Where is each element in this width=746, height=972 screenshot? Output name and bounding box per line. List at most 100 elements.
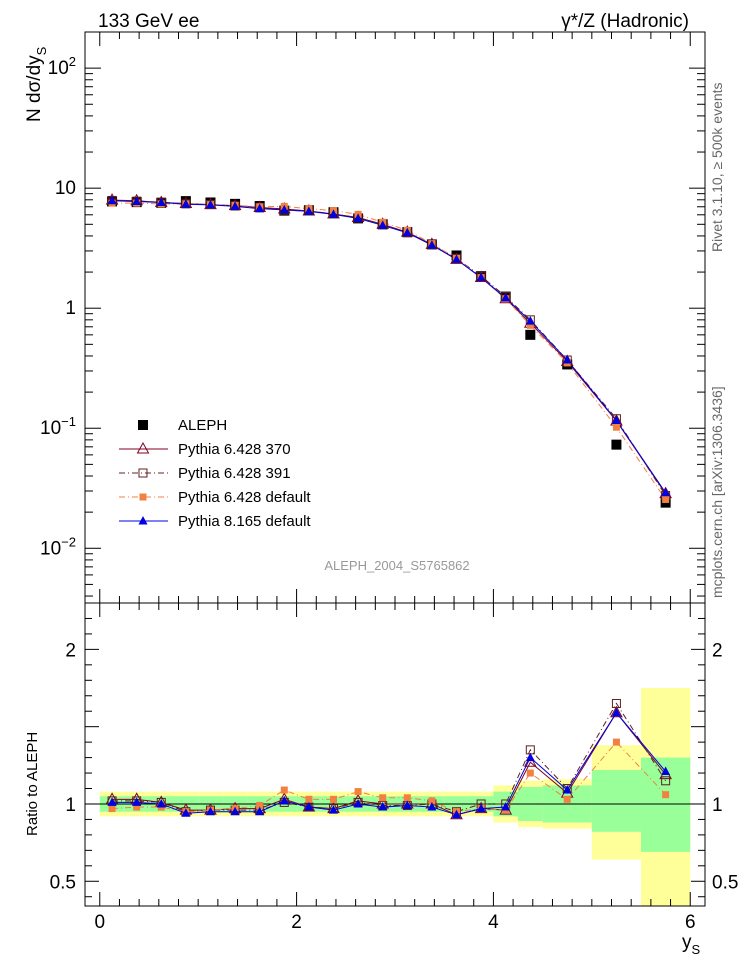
- data-point-pythia-8-165-default: [525, 316, 535, 325]
- legend-label-pythia-6-428-391: Pythia 6.428 391: [178, 465, 291, 482]
- y-tick-base: 10: [40, 538, 61, 559]
- main-y-axis-label: N dσ/dyS: [24, 46, 49, 122]
- ratio-plot-area: 0 2 4 6 0.5 0.5 1 1 2 2: [50, 602, 738, 933]
- data-point-pythia-8-165-default: [328, 209, 338, 218]
- ratio-y-tick-label: 0.5: [712, 872, 738, 893]
- ratio-point-pythia-8-165-default: [562, 785, 572, 794]
- data-point-pythia-8-165-default: [132, 196, 142, 205]
- legend-label-pythia-6-428-370: Pythia 6.428 370: [178, 441, 291, 458]
- x-axis-label: yS: [682, 932, 701, 957]
- ratio-point-pythia-6-428-default: [403, 794, 411, 802]
- x-axis-label-sub: S: [692, 942, 701, 957]
- ratio-point-pythia-6-428-370: [523, 755, 537, 767]
- ratio-point-pythia-8-165-default: [132, 797, 142, 806]
- ratio-y-tick-label: 2: [712, 640, 723, 661]
- ratio-point-pythia-8-165-default: [328, 805, 338, 814]
- ratio-point-pythia-8-165-default: [353, 798, 363, 808]
- header-process-label: γ*/Z (Hadronic): [561, 11, 689, 32]
- ratio-point-pythia-6-428-default: [662, 791, 670, 799]
- data-point-pythia-8-165-default: [452, 254, 462, 263]
- legend-label-pythia-6-428-default: Pythia 6.428 default: [178, 489, 311, 506]
- data-point-pythia-6-428-default: [662, 495, 670, 503]
- data-point-pythia-8-165-default: [230, 201, 240, 210]
- ratio-point-pythia-8-165-default: [452, 809, 462, 819]
- ratio-point-pythia-8-165-default: [279, 795, 289, 805]
- legend-marker-aleph: [138, 420, 148, 430]
- data-point-pythia-8-165-default: [255, 203, 265, 213]
- ratio-point-pythia-8-165-default: [501, 802, 511, 811]
- y-tick-exponent: 2: [69, 54, 76, 69]
- ratio-point-pythia-6-428-default: [612, 738, 620, 746]
- ratio-point-pythia-8-165-default: [427, 802, 437, 811]
- ratio-y-tick-label: 0.5: [50, 872, 76, 893]
- x-tick-label: 4: [488, 912, 499, 933]
- legend-label-aleph: ALEPH: [178, 417, 227, 434]
- data-point-pythia-8-165-default: [562, 355, 572, 364]
- y-tick-base: 10: [48, 58, 69, 79]
- x-tick-label: 2: [291, 912, 302, 933]
- ratio-point-pythia-8-165-default: [476, 803, 486, 813]
- ratio-y-axis-label: Ratio to ALEPH: [24, 732, 41, 836]
- x-tick-label: 0: [94, 912, 105, 933]
- data-point-pythia-8-165-default: [402, 227, 412, 237]
- ratio-point-pythia-6-428-default: [108, 805, 116, 813]
- data-point-pythia-8-165-default: [427, 240, 437, 249]
- ratio-point-pythia-6-428-default: [428, 797, 436, 805]
- data-point-pythia-8-165-default: [661, 487, 671, 497]
- legend-marker-pythia-8-165-default: [138, 516, 148, 525]
- ratio-point-pythia-8-165-default: [304, 802, 314, 811]
- ratio-point-pythia-6-428-370: [610, 705, 623, 718]
- data-point-pythia-8-165-default: [156, 197, 166, 206]
- ratio-point-pythia-6-428-default: [305, 795, 313, 803]
- ratio-point-pythia-8-165-default: [230, 806, 240, 816]
- ratio-stat-band: [591, 769, 642, 832]
- ratio-point-pythia-8-165-default: [107, 797, 117, 806]
- data-point-pythia-8-165-default: [181, 199, 191, 208]
- ratio-point-pythia-6-428-default: [354, 788, 362, 796]
- y-tick-label: 10−1: [40, 414, 76, 439]
- y-tick-label: 10: [55, 178, 76, 199]
- ratio-point-pythia-8-165-default: [611, 707, 621, 717]
- header-energy-label: 133 GeV ee: [98, 11, 199, 32]
- ratio-point-pythia-6-428-default: [379, 794, 387, 802]
- ratio-point-pythia-6-428-default: [256, 802, 264, 810]
- y-tick-base: 10: [55, 178, 76, 199]
- data-point-pythia-8-165-default: [304, 206, 314, 215]
- data-point-pythia-8-165-default: [279, 204, 289, 214]
- data-point-pythia-8-165-default: [353, 213, 363, 222]
- ratio-point-pythia-6-428-default: [133, 803, 141, 811]
- ratio-point-pythia-8-165-default: [661, 766, 671, 776]
- data-point-aleph: [525, 329, 536, 340]
- x-tick-label: 6: [685, 912, 696, 933]
- data-point-pythia-8-165-default: [107, 195, 117, 205]
- data-point-pythia-6-428-default: [612, 423, 620, 431]
- y-tick-exponent: −2: [61, 534, 76, 549]
- ratio-point-pythia-6-428-391: [661, 776, 671, 786]
- y-tick-label: 102: [48, 54, 76, 79]
- mcplots-credit-label: mcplots.cern.ch [arXiv:1306.3436]: [709, 386, 725, 598]
- ratio-point-pythia-8-165-default: [181, 808, 191, 817]
- y-tick-label: 1: [65, 298, 76, 319]
- ratio-y-tick-label: 1: [712, 795, 723, 816]
- ratio-line-pythia-6-428-default: [112, 741, 666, 813]
- legend: ALEPH Pythia 6.428 370 Pythia 6.428 391 Pyt…: [119, 417, 311, 530]
- legend-label-pythia-8-165-default: Pythia 8.165 default: [178, 513, 311, 530]
- ratio-point-pythia-8-165-default: [402, 800, 412, 810]
- y-tick-exponent: −1: [61, 414, 76, 429]
- ratio-point-pythia-8-165-default: [156, 798, 166, 808]
- data-point-pythia-8-165-default: [476, 272, 486, 282]
- data-point-pythia-8-165-default: [378, 220, 388, 229]
- rivet-version-label: Rivet 3.1.10, ≥ 500k events: [709, 82, 725, 252]
- main-y-axis-label-main: N dσ/dy: [24, 55, 45, 122]
- ratio-point-pythia-6-428-default: [329, 795, 337, 803]
- y-tick-base: 1: [65, 298, 76, 319]
- legend-marker-pythia-6-428-default: [139, 493, 147, 501]
- ratio-point-pythia-8-165-default: [525, 752, 535, 762]
- data-point-aleph: [611, 439, 622, 450]
- ratio-point-pythia-6-428-default: [280, 786, 288, 794]
- legend-marker-pythia-6-428-370: [136, 441, 150, 454]
- data-point-pythia-8-165-default: [611, 415, 621, 425]
- ratio-y-tick-label: 1: [65, 795, 76, 816]
